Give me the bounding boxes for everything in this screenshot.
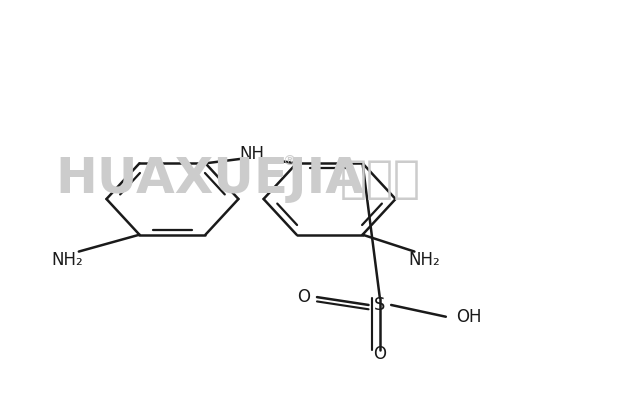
Text: HUAXUEJIA: HUAXUEJIA <box>56 155 365 203</box>
Text: OH: OH <box>456 308 482 326</box>
Text: NH: NH <box>240 145 265 163</box>
Text: S: S <box>374 296 385 314</box>
Text: NH₂: NH₂ <box>51 251 84 269</box>
Text: NH₂: NH₂ <box>408 251 440 269</box>
Text: O: O <box>373 345 386 363</box>
Text: ®: ® <box>281 155 295 169</box>
Text: O: O <box>297 288 310 306</box>
Text: 化学加: 化学加 <box>339 158 420 201</box>
